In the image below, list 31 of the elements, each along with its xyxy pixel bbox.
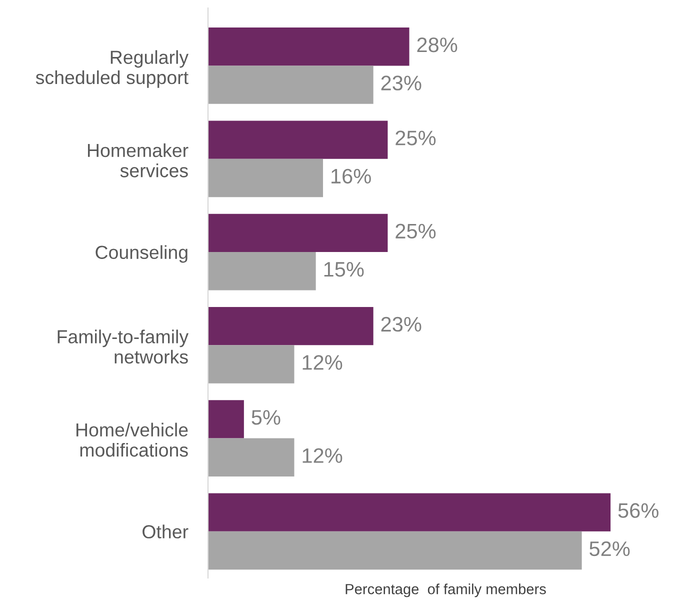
bar [208, 400, 244, 438]
bar [208, 120, 388, 159]
y-tick-label: Other [142, 524, 188, 538]
data-label: 56% [618, 503, 658, 518]
y-tick-label: Home/vehicle modifications [76, 422, 188, 457]
y-tick-label: Family-to-family networks [58, 330, 189, 364]
y-tick-label: Regularly scheduled support [36, 50, 189, 88]
bar [208, 214, 388, 252]
data-label: 12% [302, 355, 342, 370]
data-label: 16% [332, 168, 371, 184]
data-label: 25% [396, 224, 436, 239]
data-label: 5% [252, 410, 280, 425]
bar [208, 438, 294, 476]
x-axis-title: Percentage of family members [346, 584, 546, 598]
data-label: 25% [396, 130, 436, 146]
data-label: 12% [302, 448, 342, 463]
bar [208, 493, 611, 532]
y-tick-label: Homemaker services [88, 143, 188, 178]
bar [208, 28, 410, 66]
y-tick-label: Counseling [96, 245, 188, 263]
data-label: 28% [417, 37, 458, 52]
bar [208, 306, 374, 346]
data-label: 23% [381, 76, 422, 90]
bar [208, 531, 582, 570]
data-label: 23% [381, 316, 422, 332]
data-label: 15% [324, 262, 364, 277]
bar [208, 252, 316, 290]
bar [208, 158, 324, 198]
bar [208, 345, 294, 384]
bar [208, 66, 374, 104]
data-label: 52% [590, 541, 630, 556]
